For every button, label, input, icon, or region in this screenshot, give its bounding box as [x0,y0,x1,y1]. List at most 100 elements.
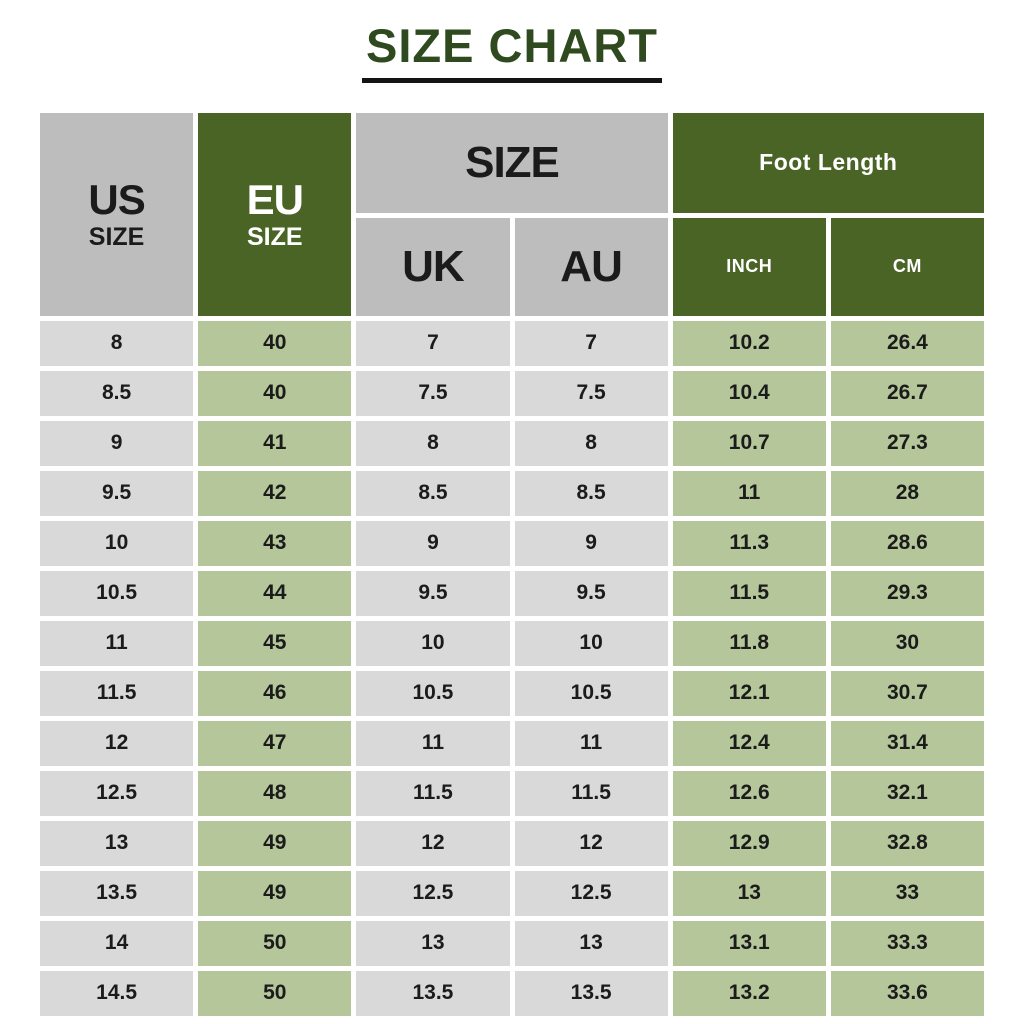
header-uk: UK [356,217,510,316]
cell-eu-row7: 45 [198,620,352,666]
cell-inch-row2: 10.4 [672,370,826,416]
cell-eu-row12: 49 [198,870,352,916]
cell-uk-row5: 9 [356,520,510,566]
cell-cm-row8: 30.7 [830,670,984,716]
cell-uk-row12: 12.5 [356,870,510,916]
cell-us-row4: 9.5 [40,470,194,516]
cell-eu-row14: 50 [198,970,352,1016]
cell-us-row6: 10.5 [40,570,194,616]
cell-cm-row7: 30 [830,620,984,666]
cell-au-row9: 11 [514,720,668,766]
cell-au-row1: 7 [514,320,668,366]
cell-cm-row5: 28.6 [830,520,984,566]
cell-eu-row10: 48 [198,770,352,816]
cell-us-row12: 13.5 [40,870,194,916]
cell-au-row10: 11.5 [514,770,668,816]
cell-eu-row11: 49 [198,820,352,866]
cell-us-row9: 12 [40,720,194,766]
cell-us-row8: 11.5 [40,670,194,716]
cell-inch-row12: 13 [672,870,826,916]
cell-au-row3: 8 [514,420,668,466]
cell-uk-row10: 11.5 [356,770,510,816]
header-foot-length-group: Foot Length [672,112,984,213]
cell-us-row14: 14.5 [40,970,194,1016]
cell-au-row5: 9 [514,520,668,566]
cell-au-row7: 10 [514,620,668,666]
cell-uk-row6: 9.5 [356,570,510,616]
cell-inch-row11: 12.9 [672,820,826,866]
header-us-size: US SIZE [40,112,194,316]
cell-uk-row9: 11 [356,720,510,766]
cell-us-row7: 11 [40,620,194,666]
cell-cm-row2: 26.7 [830,370,984,416]
cell-uk-row8: 10.5 [356,670,510,716]
cell-au-row14: 13.5 [514,970,668,1016]
cell-inch-row8: 12.1 [672,670,826,716]
cell-eu-row9: 47 [198,720,352,766]
cell-eu-row13: 50 [198,920,352,966]
header-eu-label: EU [246,175,304,223]
cell-us-row1: 8 [40,320,194,366]
header-eu-sublabel: SIZE [246,222,303,251]
cell-eu-row8: 46 [198,670,352,716]
cell-cm-row10: 32.1 [830,770,984,816]
cell-uk-row13: 13 [356,920,510,966]
cell-cm-row3: 27.3 [830,420,984,466]
title-wrap: SIZE CHART [0,20,1024,83]
cell-us-row5: 10 [40,520,194,566]
cell-uk-row14: 13.5 [356,970,510,1016]
cell-cm-row14: 33.6 [830,970,984,1016]
cell-au-row4: 8.5 [514,470,668,516]
cell-cm-row1: 26.4 [830,320,984,366]
header-inch: INCH [672,217,826,316]
cell-cm-row6: 29.3 [830,570,984,616]
cell-uk-row7: 10 [356,620,510,666]
cell-au-row2: 7.5 [514,370,668,416]
cell-uk-row2: 7.5 [356,370,510,416]
cell-cm-row13: 33.3 [830,920,984,966]
cell-inch-row10: 12.6 [672,770,826,816]
cell-inch-row5: 11.3 [672,520,826,566]
cell-us-row13: 14 [40,920,194,966]
cell-eu-row4: 42 [198,470,352,516]
header-cm: CM [830,217,984,316]
cell-inch-row4: 11 [672,470,826,516]
cell-cm-row11: 32.8 [830,820,984,866]
header-us-label: US [88,175,145,223]
header-us-sublabel: SIZE [88,222,145,251]
cell-inch-row9: 12.4 [672,720,826,766]
cell-eu-row3: 41 [198,420,352,466]
cell-eu-row5: 43 [198,520,352,566]
cell-eu-row1: 40 [198,320,352,366]
cell-eu-row2: 40 [198,370,352,416]
cell-inch-row13: 13.1 [672,920,826,966]
page-title: SIZE CHART [362,20,662,83]
cell-us-row3: 9 [40,420,194,466]
cell-cm-row9: 31.4 [830,720,984,766]
header-eu-size: EU SIZE [198,112,352,316]
cell-inch-row6: 11.5 [672,570,826,616]
cell-inch-row1: 10.2 [672,320,826,366]
cell-cm-row12: 33 [830,870,984,916]
cell-uk-row1: 7 [356,320,510,366]
cell-cm-row4: 28 [830,470,984,516]
cell-au-row8: 10.5 [514,670,668,716]
header-size-group: SIZE [356,112,668,213]
cell-inch-row7: 11.8 [672,620,826,666]
cell-eu-row6: 44 [198,570,352,616]
cell-inch-row3: 10.7 [672,420,826,466]
cell-uk-row11: 12 [356,820,510,866]
cell-inch-row14: 13.2 [672,970,826,1016]
cell-us-row11: 13 [40,820,194,866]
cell-uk-row4: 8.5 [356,470,510,516]
cell-au-row13: 13 [514,920,668,966]
size-chart-table: US SIZE EU SIZE SIZE Foot Length UK AU I… [40,112,984,1016]
cell-au-row6: 9.5 [514,570,668,616]
cell-us-row10: 12.5 [40,770,194,816]
cell-uk-row3: 8 [356,420,510,466]
cell-au-row12: 12.5 [514,870,668,916]
cell-au-row11: 12 [514,820,668,866]
header-au: AU [514,217,668,316]
cell-us-row2: 8.5 [40,370,194,416]
